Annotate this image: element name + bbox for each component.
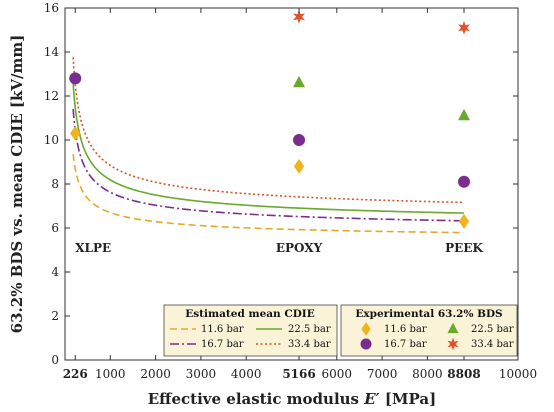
legend-experimental-title: Experimental 63.2% BDS — [355, 308, 502, 320]
legend-marker-triangle-22-5-bar — [447, 322, 459, 334]
experimental-markers — [69, 9, 471, 229]
legend-marker-circle — [360, 338, 372, 350]
legend-experimental-box — [340, 304, 518, 357]
x-axis-label-variable: E′ — [363, 390, 379, 408]
x-tick-label: 226 — [63, 367, 88, 381]
data-point-diamond-11-6-bar — [293, 158, 305, 174]
legend-marker-star — [447, 337, 459, 351]
y-tick-label: 16 — [44, 1, 59, 15]
x-tick-label: 7000 — [367, 367, 398, 381]
legend-exp-label-11-6-bar: 11.6 bar — [384, 324, 427, 335]
series-line-16-7-bar — [72, 108, 465, 222]
legend-label-33-4-bar: 33.4 bar — [288, 339, 331, 350]
data-point-diamond-11-6-bar — [458, 213, 470, 229]
legend-estimated: Estimated mean CDIE 11.6 bar 22.5 bar 16… — [163, 304, 338, 357]
annotation-peek: PEEK — [445, 241, 483, 255]
legend-label-22-5-bar: 22.5 bar — [288, 324, 331, 335]
x-tick-label: 6000 — [322, 367, 353, 381]
axis-ticks: 226 1000 2000 3000 4000 5166 6000 7000 8000 8808 1… — [44, 1, 537, 381]
series-line-11-6-bar — [72, 153, 465, 234]
y-tick-label: 10 — [44, 133, 59, 147]
series-line-22-5-bar — [72, 82, 465, 214]
y-tick-label: 2 — [51, 309, 59, 323]
legend-exp-label-33-4-bar: 33.4 bar — [471, 339, 514, 350]
legend-estimated-title: Estimated mean CDIE — [185, 308, 314, 320]
y-tick-label: 8 — [51, 177, 59, 191]
annotation-xlpe: XLPE — [75, 241, 111, 255]
data-point-circle-16-7-bar — [69, 72, 82, 85]
data-point-star-33-4-bar — [293, 9, 305, 24]
x-tick-label: 5166 — [282, 367, 315, 381]
data-point-circle-16-7-bar — [293, 134, 306, 146]
x-axis-label: Effective elastic modulus E′ [MPa] — [148, 390, 436, 408]
x-axis-label-unit: [MPa] — [380, 390, 437, 408]
x-tick-label: 4000 — [231, 367, 262, 381]
x-tick-label: 2000 — [140, 367, 171, 381]
legend-label-16-7-bar: 16.7 bar — [201, 339, 244, 350]
annotation-epoxy: EPOXY — [276, 241, 323, 255]
x-tick-label: 8808 — [447, 367, 480, 381]
estimated-curves — [72, 57, 465, 234]
legend-marker-diamond — [361, 322, 371, 336]
x-tick-label: 8000 — [412, 367, 443, 381]
material-annotations: XLPE EPOXY PEEK — [75, 241, 483, 255]
y-axis-label: 63.2% BDS vs. mean CDIE [kV/mm] — [8, 35, 26, 334]
legend-exp-label-22-5-bar: 22.5 bar — [471, 324, 514, 335]
legend-marker-diamond-11-6-bar — [361, 322, 371, 336]
data-point-circle-16-7-bar — [458, 175, 471, 188]
data-point-triangle-22-5-bar — [458, 108, 471, 121]
y-tick-label: 12 — [44, 89, 59, 103]
x-axis-label-prefix: Effective elastic modulus — [148, 390, 364, 408]
legend-marker-circle-16-7-bar — [360, 338, 372, 350]
legend-marker-triangle — [447, 322, 459, 334]
legend-marker-star-33-4-bar — [447, 337, 459, 351]
y-tick-label: 4 — [51, 265, 59, 279]
x-tick-label: 10000 — [499, 367, 537, 381]
y-tick-label: 0 — [51, 353, 59, 367]
legend-exp-label-16-7-bar: 16.7 bar — [384, 339, 427, 350]
data-point-diamond-11-6-bar — [70, 125, 81, 141]
legend-estimated-box — [163, 304, 338, 357]
legend-experimental: Experimental 63.2% BDS 11.6 bar 22.5 bar… — [340, 304, 518, 357]
y-tick-label: 6 — [51, 221, 59, 235]
data-point-triangle-22-5-bar — [293, 75, 306, 88]
data-point-star-33-4-bar — [458, 20, 470, 35]
y-tick-label: 14 — [44, 45, 60, 59]
x-tick-label: 3000 — [186, 367, 217, 381]
series-line-33-4-bar — [72, 57, 465, 204]
legend-label-11-6-bar: 11.6 bar — [201, 324, 244, 335]
x-tick-label: 1000 — [95, 367, 126, 381]
plot-area — [65, 8, 518, 360]
